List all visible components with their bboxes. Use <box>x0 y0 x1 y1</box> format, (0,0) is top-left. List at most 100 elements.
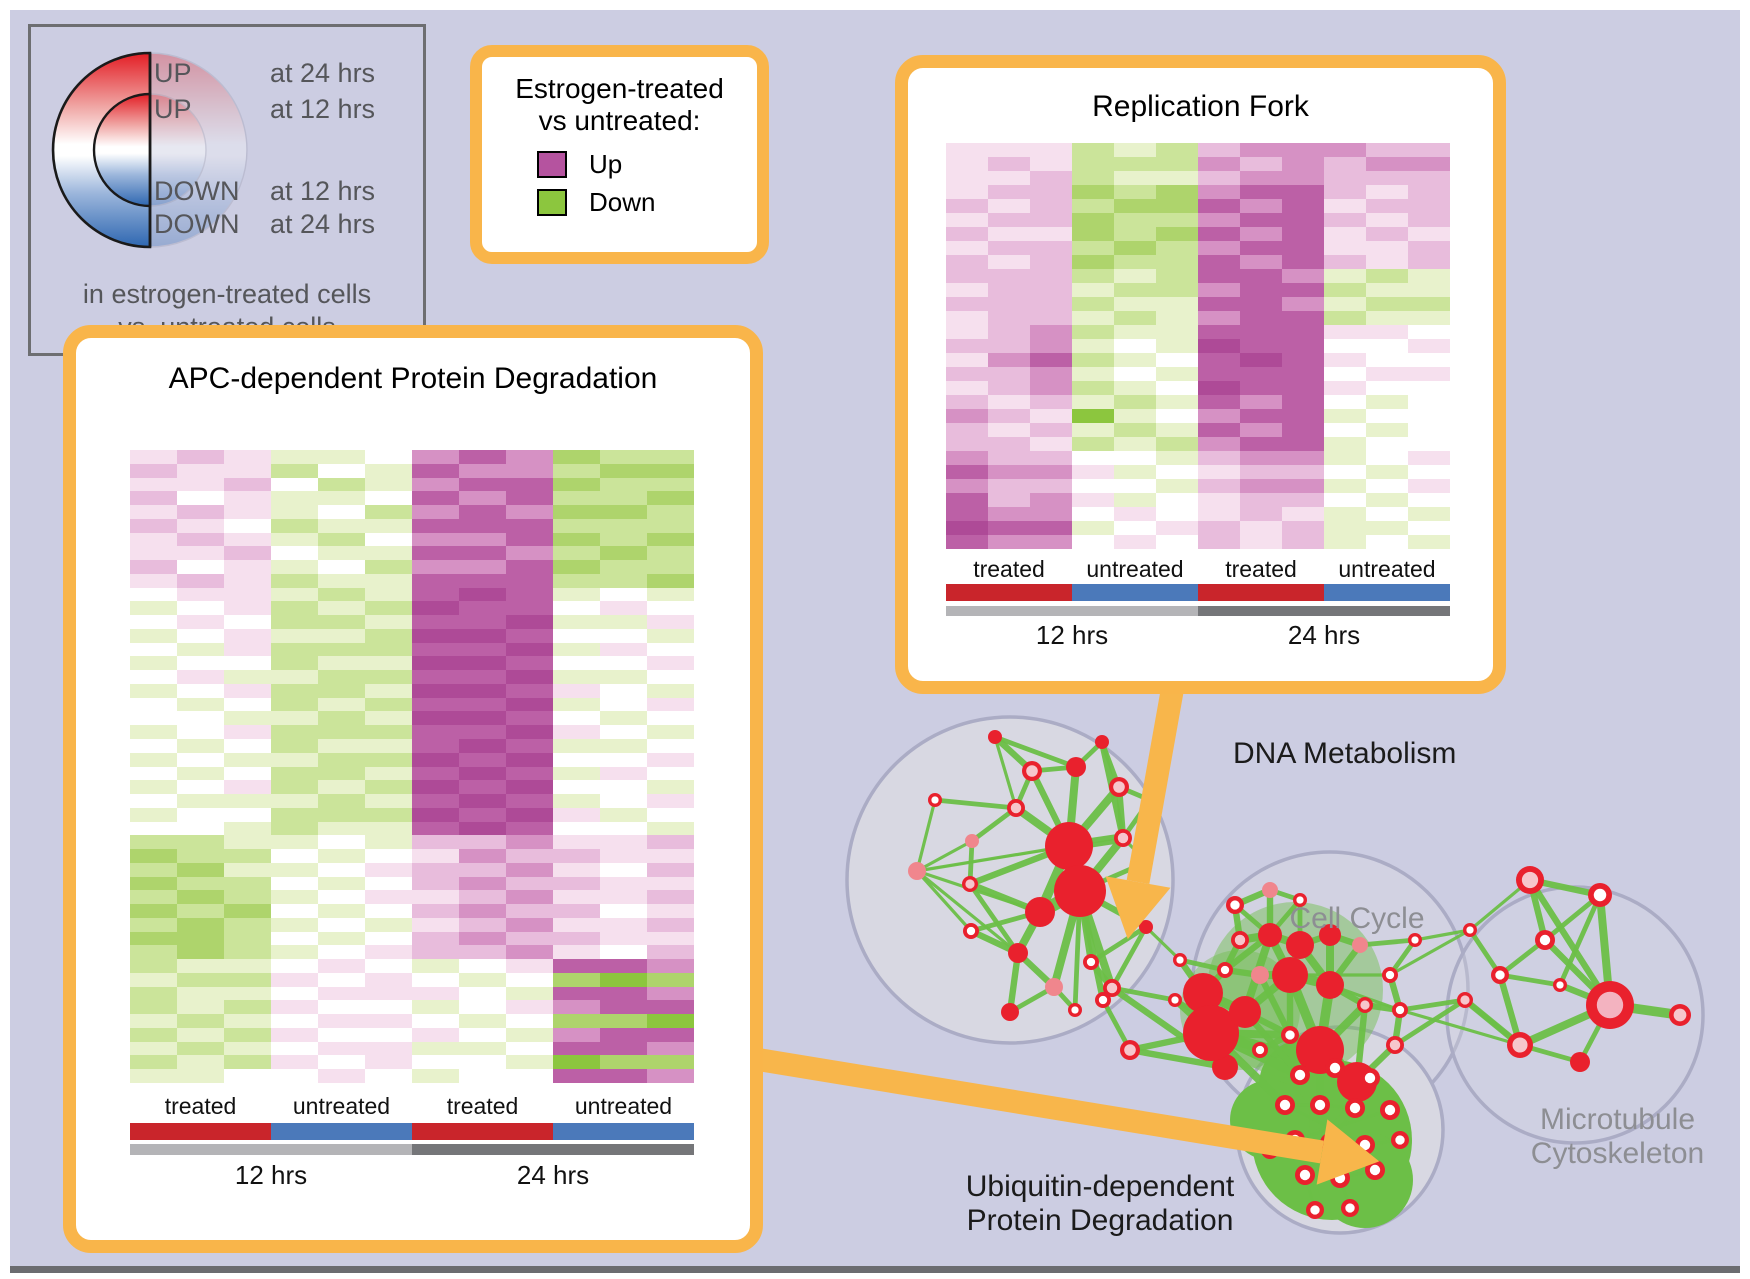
heatmap-cell <box>1114 241 1156 255</box>
heatmap-cell <box>365 546 412 561</box>
heatmap-cell <box>1030 171 1072 185</box>
heatmap-cell <box>553 752 600 767</box>
heatmap-cell <box>988 521 1030 535</box>
heatmap-cell <box>1282 199 1324 213</box>
heatmap-cell <box>177 780 224 795</box>
heatmap-cell <box>647 697 694 712</box>
legend-up-24-time: at 24 hrs <box>270 58 376 88</box>
heatmap-cell <box>988 479 1030 493</box>
heatmap-cell <box>506 917 553 932</box>
heatmap-cell <box>506 573 553 588</box>
legend-item-up: Up <box>537 149 622 180</box>
heatmap-cell <box>1198 269 1240 283</box>
heatmap-cell <box>1408 493 1450 507</box>
heatmap-cell <box>600 835 647 850</box>
heatmap-cell <box>553 1055 600 1070</box>
heatmap-cell <box>647 628 694 643</box>
heatmap-cell <box>130 1041 177 1056</box>
heatmap-cell <box>1198 395 1240 409</box>
heatmap-cell <box>1324 227 1366 241</box>
heatmap-cell <box>553 670 600 684</box>
heatmap-cell <box>1366 423 1408 437</box>
heatmap-cell <box>1072 199 1114 213</box>
heatmap-cell <box>177 972 224 987</box>
heatmap-cell <box>600 876 647 891</box>
heatmap-cell <box>271 959 318 973</box>
heatmap-cell <box>600 1069 647 1083</box>
heatmap-cell <box>1072 367 1114 381</box>
heatmap-cell <box>318 532 365 547</box>
network-edge <box>1497 972 1563 988</box>
heatmap-cell <box>365 725 412 739</box>
heatmap-cell <box>647 670 694 684</box>
heatmap-cell <box>1366 157 1408 171</box>
heatmap-cell <box>459 862 506 877</box>
heatmap-cell <box>412 711 459 726</box>
heatmap-cell <box>318 697 365 712</box>
heatmap-cell <box>459 945 506 960</box>
heatmap-cell <box>177 917 224 932</box>
heatmap-cell <box>1366 311 1408 325</box>
heatmap-cell <box>988 367 1030 381</box>
heatmap-cell <box>365 491 412 506</box>
heatmap-cell <box>988 199 1030 213</box>
network-node-ring-center <box>1294 1069 1306 1081</box>
untreated-bar <box>1072 584 1198 601</box>
heatmap-cell <box>1366 493 1408 507</box>
heatmap-cell <box>946 143 988 157</box>
heatmap-cell <box>177 615 224 629</box>
heatmap-cell <box>177 518 224 533</box>
network-node-ring-center <box>1345 1203 1355 1213</box>
heatmap-cell <box>600 807 647 822</box>
heatmap-cell <box>224 766 271 781</box>
heatmap-cell <box>988 339 1030 353</box>
heatmap-cell <box>271 766 318 781</box>
heatmap-cell <box>1366 353 1408 367</box>
heatmap-cell <box>600 904 647 918</box>
heatmap-cell <box>1072 269 1114 283</box>
arrow-head-apc-to-ubiquitin <box>1316 1119 1380 1185</box>
heatmap-cell <box>271 463 318 478</box>
heatmap-cell <box>318 1055 365 1070</box>
heatmap-cell <box>1324 381 1366 395</box>
apc-time-bars <box>130 1144 694 1155</box>
heatmap-cell <box>946 493 988 507</box>
heatmap-cell <box>130 463 177 478</box>
rf-group-label-4: untreated <box>1338 556 1436 582</box>
heatmap-cell <box>412 917 459 932</box>
heatmap-cell <box>1072 283 1114 297</box>
heatmap-cell <box>647 615 694 629</box>
heatmap-cell <box>647 766 694 781</box>
heatmap-cell <box>1366 409 1408 423</box>
heatmap-cell <box>130 725 177 739</box>
heatmap-cell <box>459 780 506 795</box>
heatmap-cell <box>1324 479 1366 493</box>
network-node-ring-center <box>1098 995 1108 1005</box>
heatmap-cell <box>1030 507 1072 521</box>
heatmap-cell <box>1156 353 1198 367</box>
heatmap-cell <box>1198 535 1240 549</box>
heatmap-cell <box>1408 283 1450 297</box>
heatmap-cell <box>1030 143 1072 157</box>
heatmap-cell <box>459 917 506 932</box>
heatmap-cell <box>318 601 365 616</box>
heatmap-cell <box>1408 199 1450 213</box>
network-edge <box>967 881 1021 956</box>
heatmap-cell <box>412 463 459 478</box>
heatmap-cell <box>600 505 647 519</box>
heatmap-cell <box>506 518 553 533</box>
heatmap-cell <box>1366 339 1408 353</box>
heatmap-cell <box>130 573 177 588</box>
network-edge <box>1413 928 1472 942</box>
heatmap-cell <box>1408 479 1450 493</box>
heatmap-cell <box>1408 409 1450 423</box>
heatmap-cell <box>412 972 459 987</box>
heatmap-cell <box>506 450 553 464</box>
network-node-pale-center <box>1117 832 1129 844</box>
heatmap-cell <box>647 560 694 574</box>
heatmap-cell <box>459 628 506 643</box>
heatmap-cell <box>1240 311 1282 325</box>
network-node-pale-center <box>1234 934 1246 946</box>
heatmap-cell <box>130 546 177 561</box>
heatmap-cell <box>1072 241 1114 255</box>
